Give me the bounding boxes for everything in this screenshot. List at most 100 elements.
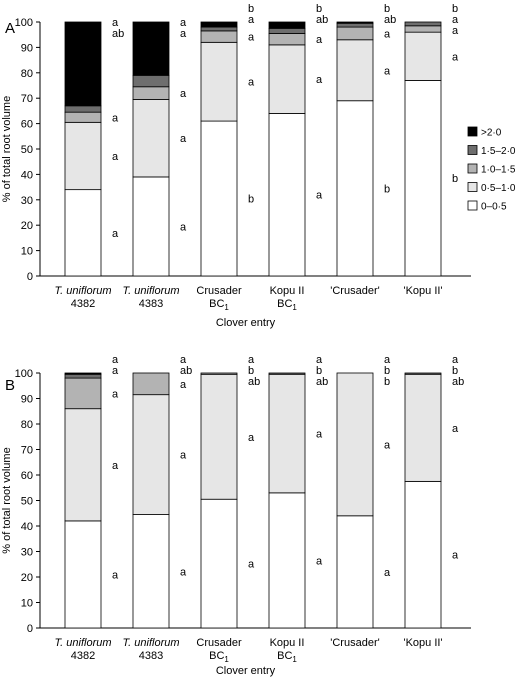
y-tick-label: 80 — [21, 419, 33, 431]
significance-letter: a — [452, 354, 459, 366]
significance-letter: ab — [112, 28, 124, 40]
significance-letter: ab — [316, 14, 328, 26]
y-axis-label: % of total root volume — [1, 96, 13, 202]
significance-letter: ab — [248, 376, 260, 388]
significance-letter: a — [316, 34, 323, 46]
significance-letter: a — [248, 432, 255, 444]
significance-letter: a — [316, 354, 323, 366]
significance-letter: a — [452, 14, 459, 26]
significance-letter: b — [316, 3, 322, 15]
y-tick-label: 50 — [21, 496, 33, 508]
bar-segment — [64, 21, 102, 107]
y-tick-label: 30 — [21, 547, 33, 559]
x-tick-label: 'Kopu II' — [403, 285, 442, 297]
significance-letter: a — [112, 460, 119, 472]
significance-letter: a — [248, 354, 255, 366]
x-tick-label: T. uniflorum — [54, 285, 111, 297]
x-tick-label: 'Crusader' — [330, 285, 379, 297]
y-tick-label: 0 — [27, 271, 33, 283]
y-tick-label: 60 — [21, 470, 33, 482]
bar-segment — [64, 408, 102, 522]
x-tick-label-line2: BC1 — [209, 298, 229, 312]
significance-letter: ab — [180, 365, 192, 377]
significance-letter: b — [384, 3, 390, 15]
bar-segment — [200, 41, 238, 122]
x-tick-label-line2: 4383 — [139, 298, 163, 310]
y-tick-label: 70 — [21, 93, 33, 105]
x-tick-label: T. uniflorum — [122, 285, 179, 297]
bar-segment — [268, 113, 306, 277]
significance-letter: a — [180, 17, 187, 29]
bar-segment — [336, 39, 374, 102]
bar-segment — [268, 492, 306, 629]
bar-segment — [404, 31, 442, 81]
significance-letter: a — [384, 354, 391, 366]
x-tick-label: Kopu II — [270, 637, 305, 649]
legend-label: 0–0·5 — [481, 202, 507, 213]
bar-segment — [132, 176, 170, 277]
significance-letter: a — [112, 569, 119, 581]
significance-letter: b — [384, 183, 390, 195]
significance-letter: a — [112, 354, 119, 366]
legend-swatch — [467, 163, 478, 174]
significance-letter: a — [112, 17, 119, 29]
significance-letter: a — [180, 379, 187, 391]
bar-segment — [64, 377, 102, 410]
x-tick-label-line2: BC1 — [209, 650, 229, 664]
x-tick-label-line2: 4382 — [71, 298, 95, 310]
x-tick-label-line2: BC1 — [277, 298, 297, 312]
bar-segment — [404, 372, 442, 375]
bar-segment — [132, 99, 170, 178]
significance-letter: b — [248, 365, 254, 377]
y-tick-label: 90 — [21, 42, 33, 54]
x-tick-label: Kopu II — [270, 285, 305, 297]
x-tick-label: Crusader — [196, 285, 242, 297]
bar-segment — [404, 480, 442, 629]
bar-segment — [64, 520, 102, 629]
x-tick-label: T. uniflorum — [122, 637, 179, 649]
significance-letter: a — [316, 429, 323, 441]
panel-a: A 0 10 20 30 40 50 60 70 80 90 100 % of total root v… — [1, 3, 516, 329]
bar-segment — [64, 372, 102, 375]
significance-letter: a — [452, 550, 459, 562]
significance-letter: a — [384, 28, 391, 40]
x-tick-label-line2: BC1 — [277, 650, 297, 664]
y-tick-label: 100 — [15, 368, 33, 380]
x-tick-label-line2: 4382 — [71, 650, 95, 662]
significance-letter: a — [384, 439, 391, 451]
significance-letter: ab — [452, 376, 464, 388]
bar-segment — [64, 121, 102, 191]
significance-letter: a — [248, 14, 255, 26]
bar-segment — [132, 372, 170, 396]
bar-segment — [200, 120, 238, 277]
bar-segment — [200, 26, 238, 32]
x-axis-label: Clover entry — [216, 317, 276, 329]
bar-segment — [268, 27, 306, 34]
y-tick-label: 40 — [21, 169, 33, 181]
bar-segment — [336, 515, 374, 629]
significance-letter: a — [180, 28, 187, 40]
bar-segment — [200, 498, 238, 629]
bar-segment — [336, 372, 374, 517]
y-tick-label: 70 — [21, 445, 33, 457]
bar-segment — [132, 394, 170, 515]
significance-letter: a — [384, 567, 391, 579]
significance-letter: a — [112, 228, 119, 240]
significance-letter: a — [316, 555, 323, 567]
bar-segment — [336, 22, 374, 28]
significance-letter: a — [180, 354, 187, 366]
significance-letter: a — [316, 190, 323, 202]
y-tick-label: 0 — [27, 623, 33, 635]
bar-segment — [268, 33, 306, 46]
y-tick-label: 20 — [21, 572, 33, 584]
legend-swatch — [467, 145, 478, 155]
significance-letter: a — [112, 151, 119, 163]
y-tick-label: 10 — [21, 246, 33, 258]
significance-letter: a — [452, 25, 459, 37]
legend-label: 1·5–2·0 — [481, 146, 516, 157]
significance-letter: a — [248, 32, 255, 44]
significance-letter: a — [180, 88, 187, 100]
x-tick-label: 'Crusader' — [330, 637, 379, 649]
bar-segment — [404, 80, 442, 277]
bar-segment — [132, 21, 170, 76]
